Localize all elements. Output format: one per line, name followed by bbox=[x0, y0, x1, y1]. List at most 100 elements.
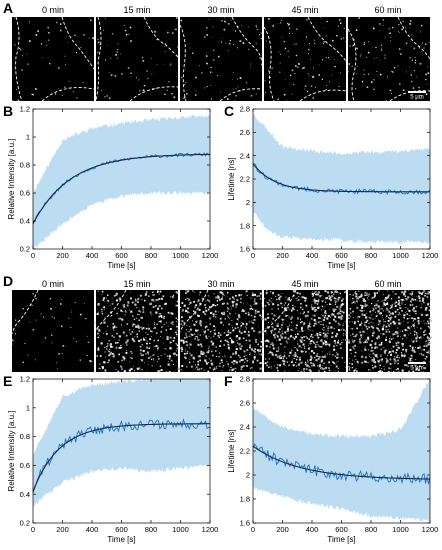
speckle bbox=[103, 29, 105, 31]
speckle bbox=[264, 304, 267, 307]
speckle bbox=[369, 343, 372, 346]
speckle bbox=[186, 93, 188, 95]
speckle bbox=[371, 332, 374, 335]
speckle bbox=[345, 41, 347, 43]
speckle bbox=[271, 329, 274, 332]
speckle bbox=[137, 325, 140, 328]
speckle bbox=[185, 334, 187, 336]
speckle bbox=[295, 335, 298, 338]
speckle bbox=[99, 367, 101, 370]
speckle bbox=[164, 43, 167, 45]
speckle bbox=[251, 366, 253, 369]
speckle bbox=[220, 359, 223, 362]
speckle bbox=[331, 313, 334, 316]
speckle bbox=[133, 318, 136, 321]
speckle bbox=[318, 369, 320, 371]
speckle bbox=[382, 326, 385, 328]
speckle bbox=[281, 293, 283, 294]
speckle bbox=[368, 339, 370, 341]
cell-outline bbox=[347, 28, 357, 101]
speckle bbox=[405, 348, 408, 351]
speckle bbox=[384, 321, 386, 323]
speckle bbox=[379, 73, 382, 76]
speckle bbox=[35, 319, 37, 321]
cell-outline bbox=[231, 17, 263, 62]
speckle bbox=[46, 44, 48, 46]
speckle bbox=[315, 321, 317, 323]
x-tick-label: 1000 bbox=[172, 525, 189, 534]
speckle bbox=[120, 324, 122, 326]
speckle bbox=[111, 315, 113, 317]
y-tick-label: 1.2 bbox=[20, 375, 30, 384]
speckle bbox=[113, 295, 116, 297]
speckle bbox=[316, 334, 319, 337]
speckle bbox=[291, 349, 293, 351]
speckle bbox=[299, 292, 301, 294]
speckle bbox=[407, 296, 410, 299]
cell-outline bbox=[41, 87, 95, 101]
speckle bbox=[208, 347, 210, 349]
speckle bbox=[350, 328, 352, 329]
speckle bbox=[284, 47, 287, 50]
speckle bbox=[337, 356, 339, 359]
y-tick-label: 2.6 bbox=[240, 399, 250, 408]
speckle bbox=[146, 369, 148, 371]
speckle bbox=[367, 299, 369, 301]
speckle bbox=[387, 371, 390, 372]
speckle bbox=[328, 361, 330, 364]
speckle bbox=[410, 300, 412, 302]
speckle bbox=[317, 291, 321, 294]
speckle bbox=[249, 367, 251, 369]
speckle bbox=[158, 321, 160, 323]
speckle bbox=[132, 312, 134, 313]
speckle bbox=[285, 309, 288, 312]
speckle bbox=[325, 301, 326, 303]
speckle bbox=[280, 22, 282, 24]
speckle bbox=[396, 308, 399, 311]
speckle bbox=[157, 347, 159, 350]
speckle bbox=[427, 72, 430, 75]
speckle bbox=[366, 56, 368, 58]
speckle bbox=[379, 59, 380, 61]
speckle bbox=[162, 325, 164, 327]
speckle bbox=[230, 20, 232, 21]
speckle bbox=[328, 369, 331, 372]
speckle bbox=[110, 345, 113, 348]
speckle bbox=[298, 63, 300, 65]
speckle bbox=[418, 323, 419, 325]
speckle bbox=[197, 301, 199, 303]
speckle bbox=[213, 335, 215, 337]
speckle bbox=[153, 354, 155, 356]
speckle bbox=[65, 64, 67, 66]
speckle bbox=[323, 41, 325, 43]
speckle bbox=[381, 317, 383, 319]
speckle bbox=[345, 302, 347, 304]
speckle bbox=[283, 93, 286, 96]
speckle bbox=[172, 32, 174, 34]
speckle bbox=[275, 295, 277, 297]
speckle bbox=[31, 329, 33, 331]
speckle bbox=[402, 345, 404, 347]
speckle bbox=[405, 350, 408, 353]
speckle bbox=[385, 328, 387, 330]
speckle bbox=[138, 327, 140, 329]
speckle bbox=[123, 370, 126, 372]
speckle bbox=[228, 23, 230, 25]
speckle bbox=[334, 342, 337, 344]
speckle bbox=[296, 324, 298, 327]
speckle bbox=[216, 304, 219, 306]
speckle bbox=[397, 359, 399, 362]
speckle bbox=[253, 319, 256, 321]
speckle bbox=[283, 360, 286, 363]
speckle bbox=[255, 43, 257, 45]
speckle bbox=[425, 333, 427, 335]
speckle bbox=[83, 34, 85, 36]
speckle bbox=[350, 312, 352, 314]
speckle bbox=[387, 75, 388, 77]
speckle bbox=[377, 323, 380, 326]
speckle bbox=[333, 318, 335, 321]
speckle bbox=[129, 26, 132, 29]
speckle bbox=[312, 97, 314, 99]
speckle bbox=[88, 37, 90, 39]
speckle bbox=[303, 324, 305, 326]
